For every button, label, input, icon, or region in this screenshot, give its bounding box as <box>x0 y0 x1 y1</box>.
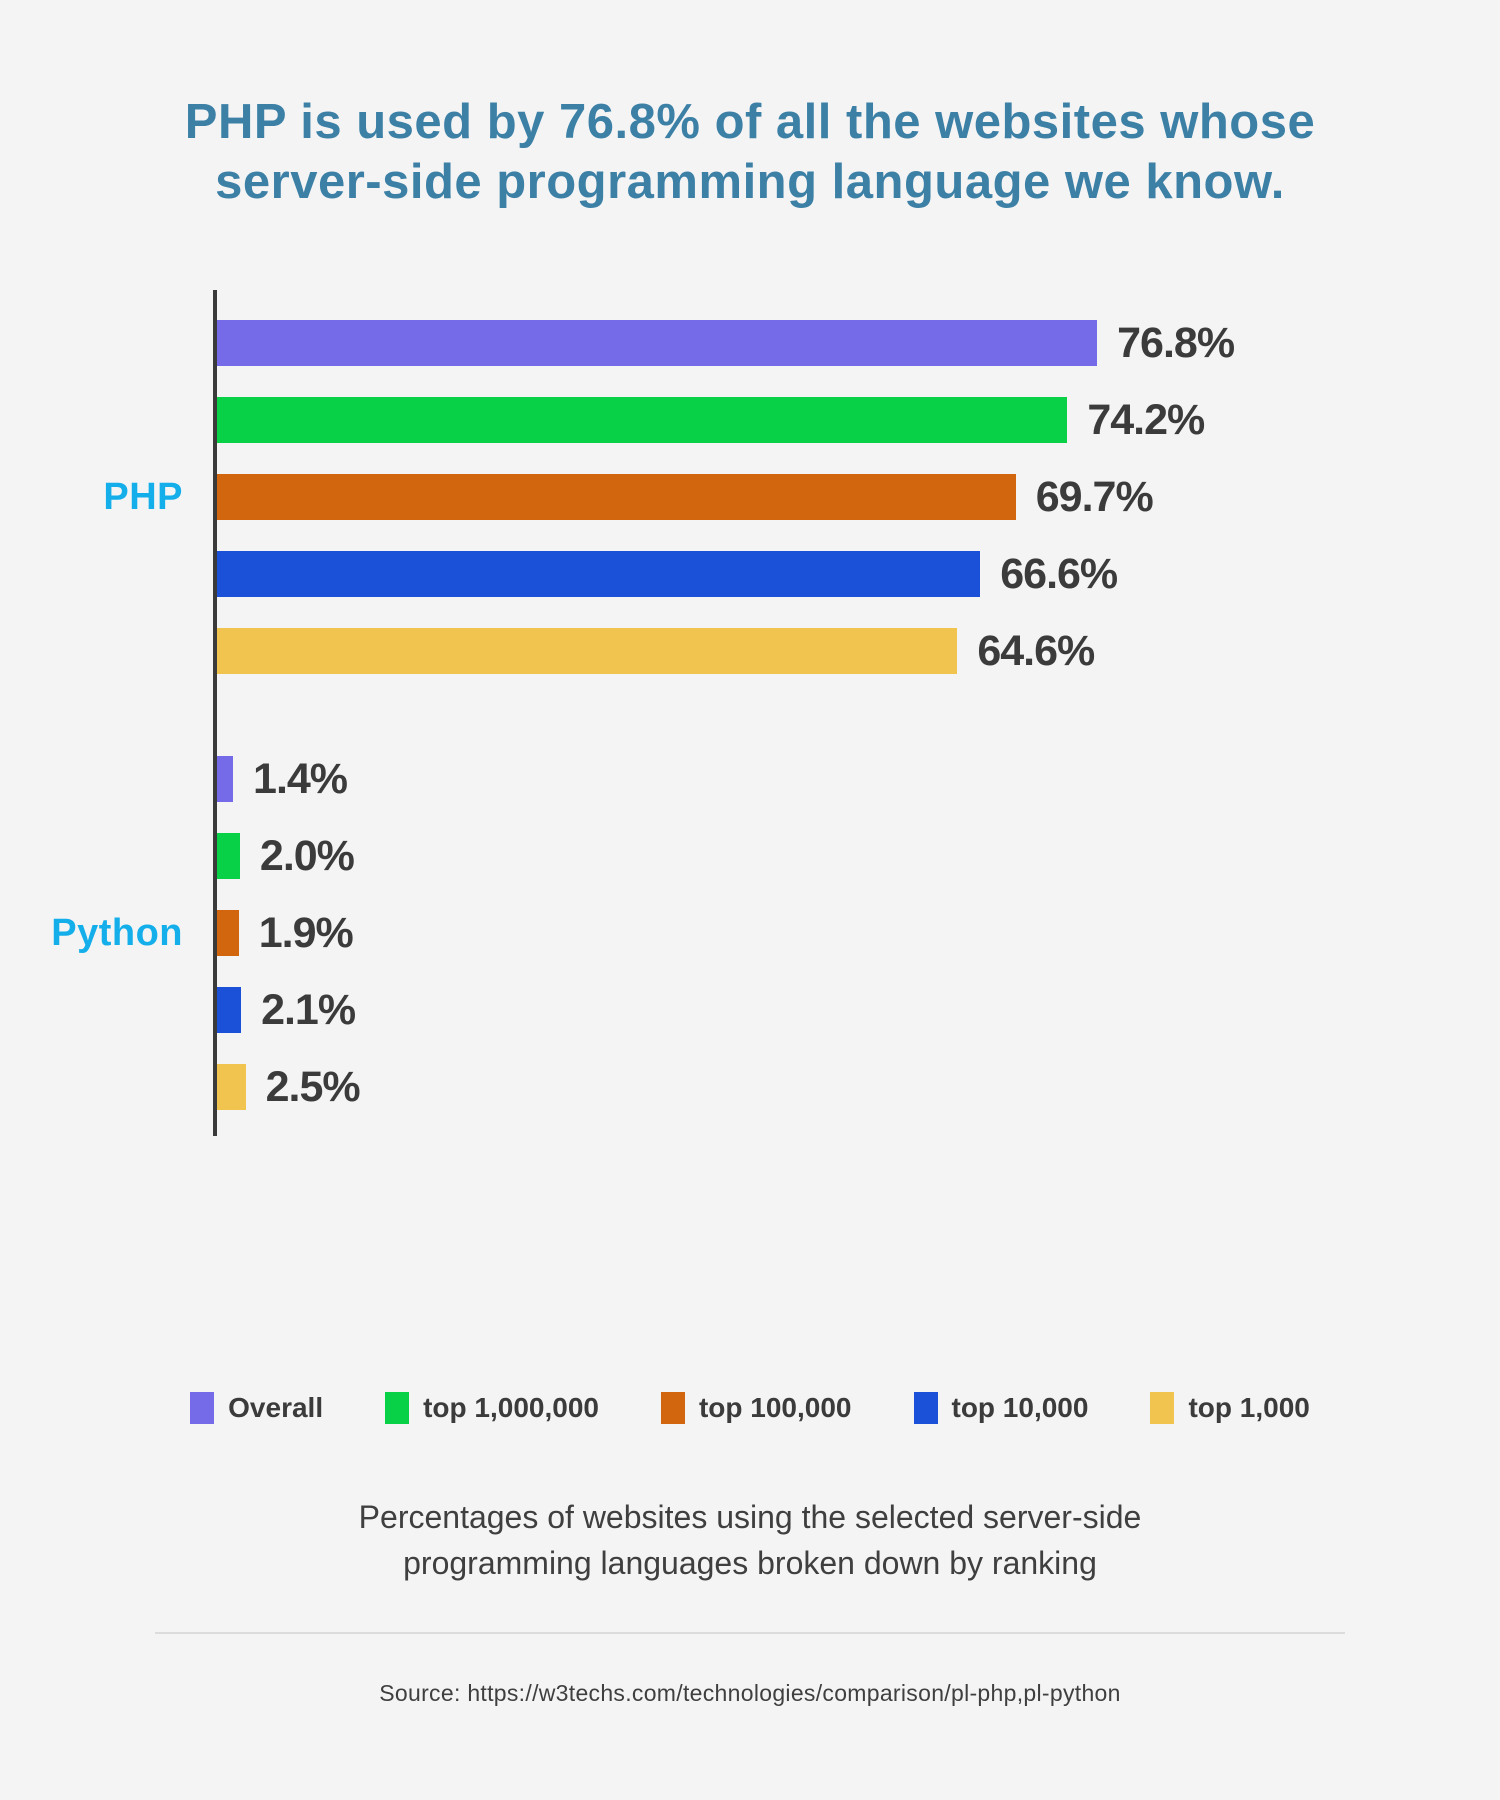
bar-php-3 <box>217 551 981 597</box>
bar-value-label: 64.6% <box>977 626 1095 675</box>
bar-row: 74.2% <box>217 395 1363 444</box>
bar-row: 1.9% <box>217 908 1363 957</box>
bar-chart: PHP 76.8% 74.2% 69.7% 66.6% 64.6% Python 1.4% 2.… <box>0 290 1500 1136</box>
bar-rows-python: 1.4% 2.0% 1.9% 2.1% 2.5% <box>217 754 1363 1111</box>
legend-label: top 1,000,000 <box>423 1392 599 1423</box>
bar-value-label: 66.6% <box>1000 549 1118 598</box>
bar-value-label: 76.8% <box>1117 318 1235 367</box>
bar-php-4 <box>217 628 958 674</box>
chart-title-line-2: server-side programming language we know… <box>215 155 1285 209</box>
bar-row: 2.5% <box>217 1062 1363 1111</box>
legend-label: top 1,000 <box>1188 1392 1310 1423</box>
legend-label: top 100,000 <box>698 1392 852 1423</box>
legend-swatch-icon <box>660 1392 685 1424</box>
bar-row: 69.7% <box>217 472 1363 521</box>
chart-caption-line-2: programming languages broken down by ran… <box>403 1545 1097 1581</box>
legend-label: top 10,000 <box>951 1392 1089 1423</box>
bar-value-label: 69.7% <box>1035 472 1154 521</box>
legend-swatch-icon <box>385 1392 410 1424</box>
bar-value-label: 2.1% <box>261 985 356 1034</box>
bar-python-1 <box>217 833 240 879</box>
bar-value-label: 1.9% <box>258 908 354 957</box>
legend-item-4: top 1,000 <box>1150 1392 1310 1424</box>
bar-value-label: 2.5% <box>265 1062 361 1111</box>
group-label-python: Python <box>51 911 183 954</box>
y-axis-line <box>213 290 217 1136</box>
legend-item-2: top 100,000 <box>660 1392 852 1424</box>
bar-value-label: 1.4% <box>253 754 348 803</box>
bar-row: 66.6% <box>217 549 1363 598</box>
bar-value-label: 2.0% <box>259 831 355 880</box>
group-label-php: PHP <box>103 475 183 518</box>
legend-item-1: top 1,000,000 <box>385 1392 599 1424</box>
chart-title-line-1: PHP is used by 76.8% of all the websites… <box>184 95 1316 149</box>
bar-php-2 <box>217 474 1016 520</box>
chart-title: PHP is used by 76.8% of all the websites… <box>0 92 1500 212</box>
chart-caption-line-1: Percentages of websites using the select… <box>358 1499 1142 1535</box>
legend-swatch-icon <box>1150 1392 1175 1424</box>
divider-line <box>155 1632 1345 1634</box>
bar-row: 2.1% <box>217 985 1363 1034</box>
bar-php-0 <box>217 320 1098 366</box>
bar-groups: PHP 76.8% 74.2% 69.7% 66.6% 64.6% Python 1.4% 2.… <box>0 318 1500 1111</box>
bar-python-0 <box>217 756 234 802</box>
bar-row: 76.8% <box>217 318 1363 367</box>
bar-php-1 <box>217 397 1068 443</box>
legend-label: Overall <box>228 1392 324 1423</box>
source-text: Source: https://w3techs.com/technologies… <box>379 1680 1121 1706</box>
bar-python-3 <box>217 987 242 1033</box>
bar-rows-php: 76.8% 74.2% 69.7% 66.6% 64.6% <box>217 318 1363 675</box>
legend-item-3: top 10,000 <box>913 1392 1089 1424</box>
legend-swatch-icon <box>913 1392 938 1424</box>
bar-row: 1.4% <box>217 754 1363 803</box>
bar-python-2 <box>217 910 239 956</box>
bar-python-4 <box>217 1064 246 1110</box>
bar-row: 2.0% <box>217 831 1363 880</box>
bar-group-python: Python 1.4% 2.0% 1.9% 2.1% 2.5% <box>0 754 1500 1111</box>
bar-row: 64.6% <box>217 626 1363 675</box>
legend-swatch-icon <box>190 1392 215 1424</box>
legend-item-0: Overall <box>190 1392 323 1424</box>
bar-group-php: PHP 76.8% 74.2% 69.7% 66.6% 64.6% <box>0 318 1500 675</box>
chart-caption: Percentages of websites using the select… <box>0 1494 1500 1586</box>
bar-value-label: 74.2% <box>1087 395 1205 444</box>
chart-legend: Overall top 1,000,000 top 100,000 top 10,00… <box>0 1392 1500 1424</box>
